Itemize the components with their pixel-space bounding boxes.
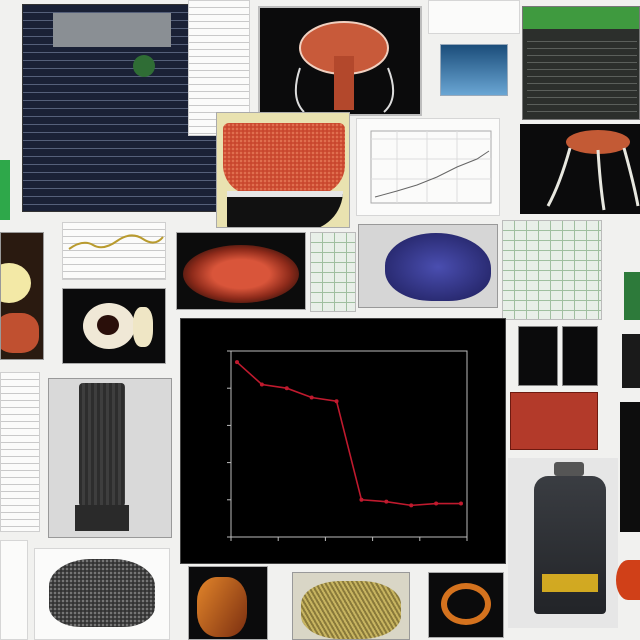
green-box-tile xyxy=(624,272,640,320)
fiber-photo-tile xyxy=(292,572,410,640)
black-square-tile-2 xyxy=(562,326,598,386)
bottle-cap-shape xyxy=(554,462,584,476)
green-blob-icon xyxy=(133,55,155,77)
table-doc-tile-center xyxy=(310,232,356,312)
data-point xyxy=(284,386,289,391)
textured-sample-shape xyxy=(49,559,155,627)
data-point xyxy=(259,382,264,387)
white-mushroom-tile xyxy=(520,124,640,214)
red-brain-shape xyxy=(183,245,299,303)
spreadsheet-grid xyxy=(527,35,637,117)
fiber-shape xyxy=(301,581,401,639)
bottom-left-doc-tile xyxy=(0,540,28,640)
data-point xyxy=(459,501,463,506)
red-mesh-photo-tile xyxy=(216,112,350,228)
small-line-graph xyxy=(370,130,492,204)
data-point xyxy=(434,501,439,506)
dark-edge-tile-2 xyxy=(620,402,640,532)
red-brain-tile xyxy=(176,232,306,310)
document-header-block xyxy=(53,13,171,47)
bottle-photo-tile xyxy=(508,458,618,628)
red-label-tile xyxy=(510,392,598,450)
orange-ring-tile xyxy=(428,572,504,638)
orange-mesh-shape xyxy=(1,313,39,353)
data-point xyxy=(235,360,239,365)
bottle-body-shape xyxy=(534,476,606,614)
chart-card-tile xyxy=(62,222,166,280)
dark-edge-tile xyxy=(622,334,640,388)
blue-brain-shape xyxy=(385,233,491,301)
textured-sample-tile xyxy=(34,548,170,640)
mini-wave-chart xyxy=(68,234,164,250)
red-mesh-texture xyxy=(223,123,345,195)
egg-yolk-shape xyxy=(1,263,31,303)
mushroom-scan-graphic xyxy=(294,21,395,113)
series-line xyxy=(236,361,461,507)
orange-ring-shape xyxy=(441,583,491,625)
white-rim-shape xyxy=(227,191,343,227)
blue-brain-tile xyxy=(358,224,498,308)
data-point xyxy=(334,399,339,404)
probe-base-shape xyxy=(75,505,129,531)
dark-document-tile xyxy=(22,4,220,212)
green-strip-tile xyxy=(0,160,10,220)
main-chart-panel xyxy=(180,318,506,564)
mushroom-scan-tile xyxy=(258,6,422,116)
probe-body-shape xyxy=(79,383,125,507)
spreadsheet-tile xyxy=(522,6,640,120)
orange-specimen-shape xyxy=(197,577,247,637)
data-point xyxy=(384,499,389,504)
egg-side-shape xyxy=(133,307,153,347)
table-doc-tile-right xyxy=(502,220,602,320)
bottle-label-shape xyxy=(542,574,598,592)
blue-thumbnail-tile xyxy=(440,44,508,96)
data-point xyxy=(309,395,314,400)
probe-photo-tile xyxy=(48,378,172,538)
egg-photo-tile-left xyxy=(0,232,44,360)
egg-center-shape xyxy=(97,315,119,335)
text-doc-tile-left xyxy=(0,372,40,532)
egg-cross-section-tile xyxy=(62,288,166,364)
black-square-tile-1 xyxy=(518,326,558,386)
white-mushroom-graphic xyxy=(546,130,640,211)
small-doc-tile xyxy=(428,0,520,34)
data-point xyxy=(359,497,364,502)
line-graph-doc-tile xyxy=(356,118,500,216)
spreadsheet-header-bar xyxy=(523,7,639,29)
data-point xyxy=(409,503,414,508)
main-chart-svg xyxy=(227,350,468,541)
orange-specimen-tile xyxy=(188,566,268,640)
orange-circle-tile xyxy=(616,560,640,600)
plot-frame xyxy=(230,350,468,538)
